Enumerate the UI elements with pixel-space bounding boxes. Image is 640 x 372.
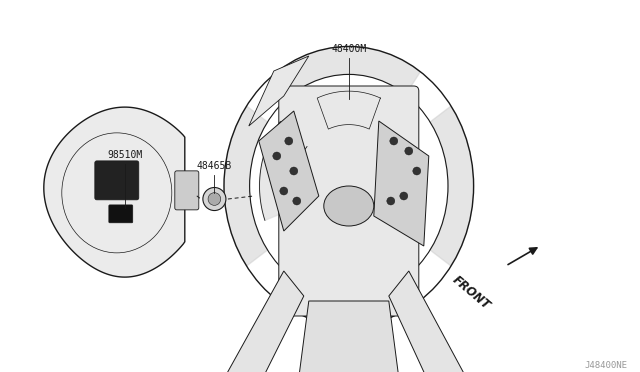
Polygon shape	[277, 46, 420, 94]
Polygon shape	[294, 301, 404, 372]
Circle shape	[208, 193, 221, 205]
Text: J48400NE: J48400NE	[584, 361, 627, 370]
Text: 48465B: 48465B	[196, 161, 232, 171]
Circle shape	[285, 137, 293, 145]
Circle shape	[290, 167, 298, 175]
Polygon shape	[317, 91, 380, 129]
Polygon shape	[277, 278, 420, 326]
Circle shape	[273, 152, 281, 160]
Polygon shape	[389, 271, 479, 372]
FancyBboxPatch shape	[279, 86, 419, 316]
Polygon shape	[260, 121, 307, 220]
FancyBboxPatch shape	[175, 171, 199, 210]
Circle shape	[387, 197, 395, 205]
Circle shape	[413, 167, 421, 175]
Text: 98510M: 98510M	[107, 150, 143, 160]
Circle shape	[405, 147, 413, 155]
Circle shape	[293, 197, 301, 205]
Polygon shape	[249, 56, 309, 126]
Polygon shape	[224, 106, 268, 266]
Ellipse shape	[324, 186, 374, 226]
Circle shape	[400, 192, 408, 200]
Text: FRONT: FRONT	[450, 273, 493, 312]
Polygon shape	[44, 107, 185, 277]
Polygon shape	[209, 271, 304, 372]
Circle shape	[203, 187, 226, 211]
FancyBboxPatch shape	[109, 205, 133, 223]
Polygon shape	[259, 111, 319, 231]
Text: 48400M: 48400M	[331, 44, 367, 54]
Polygon shape	[374, 121, 429, 246]
FancyBboxPatch shape	[95, 161, 139, 200]
Circle shape	[280, 187, 288, 195]
Circle shape	[390, 137, 398, 145]
Polygon shape	[430, 106, 474, 266]
